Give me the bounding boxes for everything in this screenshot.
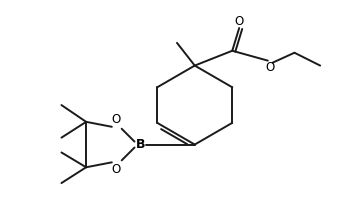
Text: O: O [111,163,120,176]
Text: B: B [136,138,145,151]
Text: O: O [234,15,244,28]
Text: O: O [111,113,120,126]
Text: O: O [265,61,274,74]
